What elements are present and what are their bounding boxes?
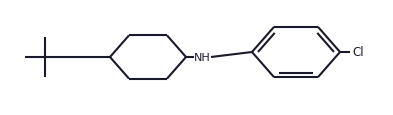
Text: NH: NH: [194, 53, 210, 62]
Text: Cl: Cl: [352, 46, 364, 59]
